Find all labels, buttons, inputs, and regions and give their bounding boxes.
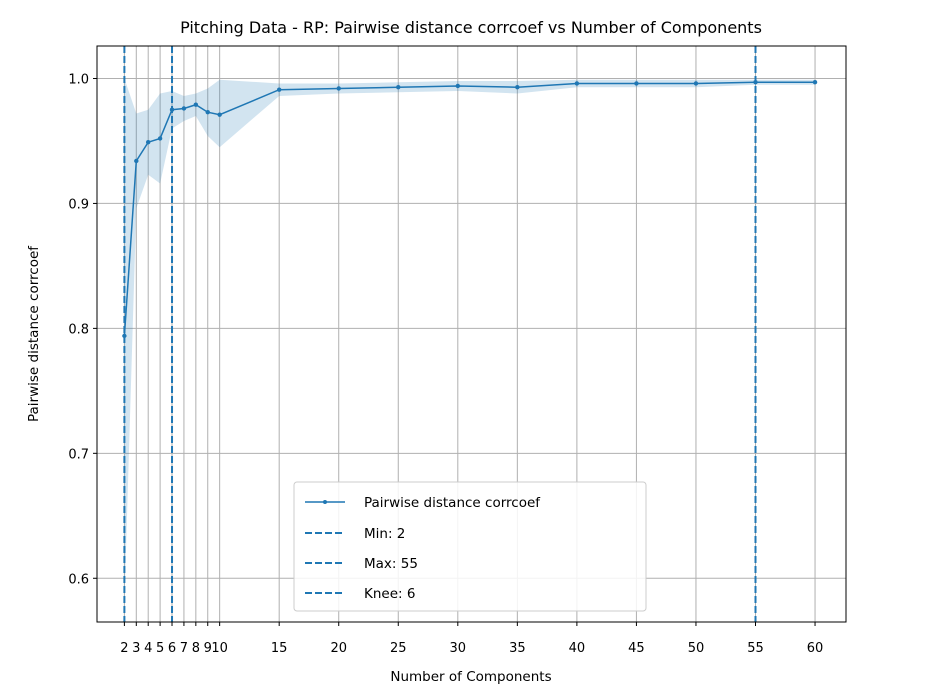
data-point	[336, 86, 341, 91]
legend-label-knee: Knee: 6	[364, 586, 415, 602]
data-point	[396, 85, 401, 90]
x-tick-label: 40	[569, 641, 586, 656]
data-point	[276, 87, 282, 92]
data-point	[812, 80, 818, 85]
data-point	[122, 333, 127, 339]
x-tick-label: 15	[271, 641, 288, 656]
y-axis-label: Pairwise distance corrcoef	[26, 245, 42, 422]
data-point	[574, 81, 580, 86]
plot-frame	[96, 45, 847, 623]
x-tick-label: 60	[807, 641, 824, 656]
data-point	[169, 107, 175, 112]
y-tick-label: 0.9	[68, 197, 89, 212]
legend-label-max: Max: 55	[364, 556, 418, 572]
x-tick-label: 50	[688, 641, 705, 656]
x-tick-label: 9	[204, 641, 212, 656]
data-point	[455, 83, 461, 89]
x-tick-label: 10	[211, 641, 228, 656]
x-tick-label: 20	[330, 641, 347, 656]
y-tick-label: 0.7	[68, 447, 89, 462]
x-tick-label: 35	[509, 641, 526, 656]
data-point	[515, 85, 520, 90]
data-point	[157, 136, 163, 141]
reference-lines	[123, 46, 757, 622]
legend-label-min: Min: 2	[364, 526, 405, 542]
x-tick-label: 30	[450, 641, 467, 656]
data-point	[217, 112, 222, 117]
y-axis-ticks: 0.6 0.7 0.8 0.9 1.0	[68, 72, 97, 587]
data-point	[634, 81, 639, 86]
data-point	[693, 81, 699, 86]
x-tick-label: 4	[144, 641, 152, 656]
x-tick-label: 6	[168, 641, 176, 656]
x-tick-label: 2	[120, 641, 128, 656]
legend-label-series: Pairwise distance corrcoef	[364, 495, 541, 511]
x-axis-label: Number of Components	[390, 669, 551, 685]
data-point	[205, 110, 210, 115]
data-point	[181, 106, 187, 111]
y-tick-label: 0.8	[68, 322, 89, 337]
x-tick-label: 5	[156, 641, 164, 656]
series	[122, 80, 818, 339]
x-axis-ticks: 2 3 4 5 6 7 8 9 10 15 20 25 30 35 40 45 50 55 60	[120, 622, 823, 656]
legend: Pairwise distance corrcoef Min: 2 Max: 5…	[293, 481, 647, 612]
x-tick-label: 8	[192, 641, 200, 656]
data-point	[193, 102, 199, 107]
chart-title: Pitching Data - RP: Pairwise distance co…	[180, 18, 762, 37]
legend-marker-series	[323, 500, 327, 504]
x-tick-label: 25	[390, 641, 407, 656]
x-tick-label: 3	[132, 641, 140, 656]
y-tick-label: 0.6	[68, 572, 89, 587]
x-tick-label: 7	[180, 641, 188, 656]
legend-box	[293, 481, 647, 612]
x-tick-label: 55	[747, 641, 764, 656]
data-point	[753, 80, 758, 85]
data-point	[134, 158, 139, 164]
y-tick-label: 1.0	[68, 72, 89, 87]
data-point	[146, 140, 151, 145]
x-tick-label: 45	[628, 641, 645, 656]
